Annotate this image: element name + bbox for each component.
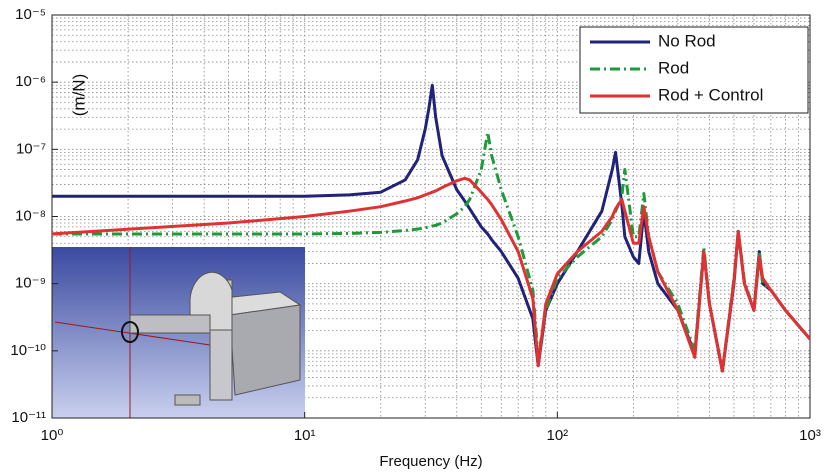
y-axis-label: (m/N) — [69, 74, 88, 116]
chart: (m/N) Frequency (Hz) No Rod Rod Rod + Cont… — [0, 0, 830, 472]
legend: No Rod Rod Rod + Control — [580, 27, 808, 113]
legend-label: No Rod — [658, 31, 716, 50]
y-tick-label: 10⁻⁸ — [15, 207, 46, 224]
x-tick-label: 10² — [546, 427, 568, 444]
x-tick-label: 10³ — [799, 427, 821, 444]
y-tick-label: 10⁻⁵ — [15, 6, 46, 23]
x-axis-label: Frequency (Hz) — [379, 453, 482, 470]
y-tick-label: 10⁻⁶ — [15, 73, 46, 90]
y-tick-label: 10⁻¹¹ — [11, 409, 46, 426]
legend-label: Rod — [658, 58, 689, 77]
legend-label: Rod + Control — [658, 85, 763, 104]
y-tick-label: 10⁻⁹ — [15, 275, 46, 292]
inset-image — [52, 247, 305, 418]
y-tick-label: 10⁻¹⁰ — [10, 342, 46, 359]
y-tick-label: 10⁻⁷ — [16, 140, 46, 157]
x-tick-label: 10⁰ — [41, 427, 64, 444]
x-tick-label: 10¹ — [294, 427, 316, 444]
